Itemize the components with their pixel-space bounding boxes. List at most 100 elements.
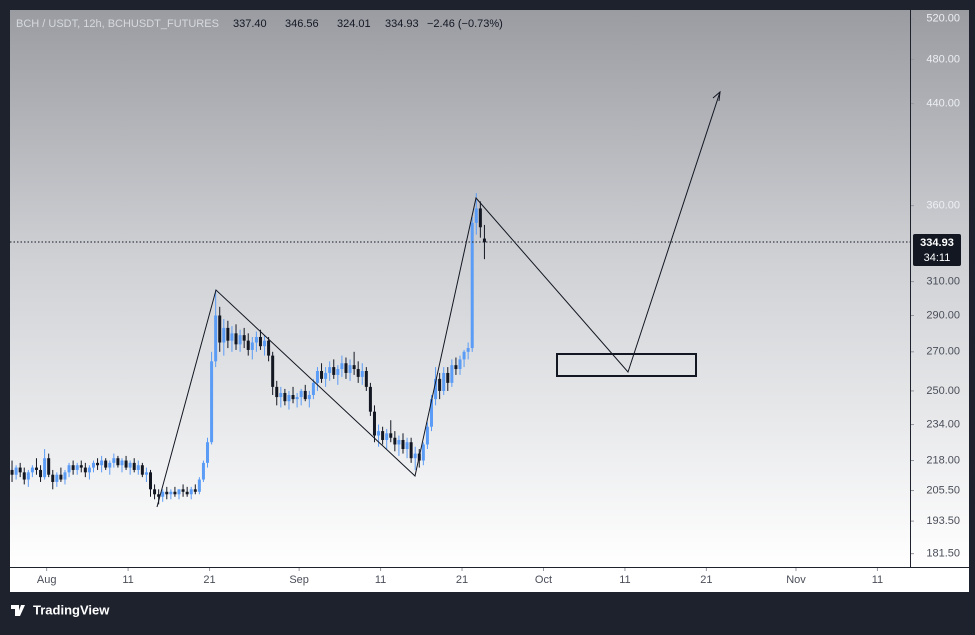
y-tick-label: 440.00 xyxy=(926,98,960,110)
price-axis xyxy=(911,10,969,567)
candle-body xyxy=(267,340,271,356)
candle-body xyxy=(307,395,311,400)
x-tick-label: 11 xyxy=(872,574,883,586)
candle-body xyxy=(332,367,336,375)
candle-body xyxy=(222,327,226,343)
x-tick-label: Aug xyxy=(37,574,57,586)
candle-body xyxy=(144,472,148,475)
candle-body xyxy=(454,365,458,370)
candle-body xyxy=(385,433,389,440)
high: 346.56 xyxy=(285,18,319,30)
candle-body xyxy=(67,465,71,473)
candle-body xyxy=(161,491,165,497)
candle-body xyxy=(43,458,47,478)
y-tick-label: 520.00 xyxy=(926,13,960,25)
candle-body xyxy=(132,462,136,470)
candle-body xyxy=(250,342,254,350)
x-tick-label: 21 xyxy=(456,574,468,586)
candle-body xyxy=(303,390,307,400)
candle-body xyxy=(368,386,372,412)
candle-body xyxy=(140,465,144,475)
candle-body xyxy=(283,392,287,402)
candle-body xyxy=(372,411,376,436)
candle-body xyxy=(381,431,385,440)
candle-body xyxy=(75,465,79,470)
candle-body xyxy=(189,489,193,495)
candle-body xyxy=(153,489,157,495)
candle-body xyxy=(287,395,291,402)
candle-body xyxy=(14,467,18,475)
x-tick-label: Oct xyxy=(535,574,552,586)
candle-body xyxy=(279,392,283,398)
candle-body xyxy=(55,474,59,482)
candle-body xyxy=(352,365,356,370)
candles xyxy=(10,193,486,505)
candle-body xyxy=(185,491,189,495)
drawings xyxy=(156,90,721,508)
candle-body xyxy=(409,442,413,459)
candle-body xyxy=(26,472,30,480)
candle-body xyxy=(18,467,22,473)
candle-body xyxy=(429,399,433,427)
last-price: 334.93 xyxy=(920,237,954,249)
candle-body xyxy=(120,460,124,466)
candle-body xyxy=(450,365,454,383)
candle-body xyxy=(230,333,234,341)
candle-body xyxy=(201,462,205,480)
x-tick-label: 11 xyxy=(375,574,386,586)
candle-body xyxy=(173,491,177,495)
candle-body xyxy=(181,489,185,492)
candle-body xyxy=(446,372,450,383)
candle-body xyxy=(434,378,438,400)
target-zone xyxy=(556,353,697,377)
candle-body xyxy=(165,491,169,495)
candle-body xyxy=(218,315,222,343)
candle-body xyxy=(214,315,218,362)
candle-body xyxy=(324,372,328,379)
candle-body xyxy=(258,336,262,347)
candle-body xyxy=(474,208,478,223)
arrow-head xyxy=(712,90,721,102)
candle-body xyxy=(39,469,43,478)
candle-body xyxy=(34,467,38,470)
candle-body xyxy=(315,370,319,383)
y-tick-label: 181.50 xyxy=(926,548,960,560)
candle-body xyxy=(96,462,100,466)
candle-body xyxy=(136,465,140,470)
time-axis xyxy=(10,568,969,592)
logo xyxy=(11,605,25,616)
candle-body xyxy=(462,351,466,360)
candle-body xyxy=(246,340,250,350)
brand: TradingView xyxy=(33,602,110,617)
open: 337.40 xyxy=(233,18,267,30)
candle-body xyxy=(356,369,360,377)
candle-body xyxy=(421,444,425,461)
candle-body xyxy=(295,397,299,400)
candle-body xyxy=(344,363,348,373)
projection-path xyxy=(156,91,721,508)
candle-body xyxy=(177,489,181,495)
y-tick-label: 310.00 xyxy=(926,276,960,288)
candle-body xyxy=(271,355,275,387)
candle-body xyxy=(340,363,344,370)
countdown: 34:11 xyxy=(924,252,951,264)
y-tick-label: 250.00 xyxy=(926,385,960,397)
x-tick-label: 21 xyxy=(203,574,215,586)
y-tick-label: 218.00 xyxy=(926,454,960,466)
candle-body xyxy=(348,365,352,373)
candle-body xyxy=(263,340,267,347)
candle-body xyxy=(51,474,55,482)
candle-body xyxy=(360,370,364,377)
candle-body xyxy=(470,222,474,349)
x-tick-label: 21 xyxy=(700,574,712,586)
candle-body xyxy=(320,370,324,379)
change: −2.46 (−0.73%) xyxy=(427,18,503,30)
candle-body xyxy=(210,361,214,443)
candle-body xyxy=(87,467,91,473)
y-tick-label: 360.00 xyxy=(926,200,960,212)
candle-body xyxy=(328,367,332,373)
logo-mark xyxy=(11,605,25,616)
candle-body xyxy=(91,462,95,468)
candle-body xyxy=(482,238,486,243)
candle-body xyxy=(47,458,51,475)
